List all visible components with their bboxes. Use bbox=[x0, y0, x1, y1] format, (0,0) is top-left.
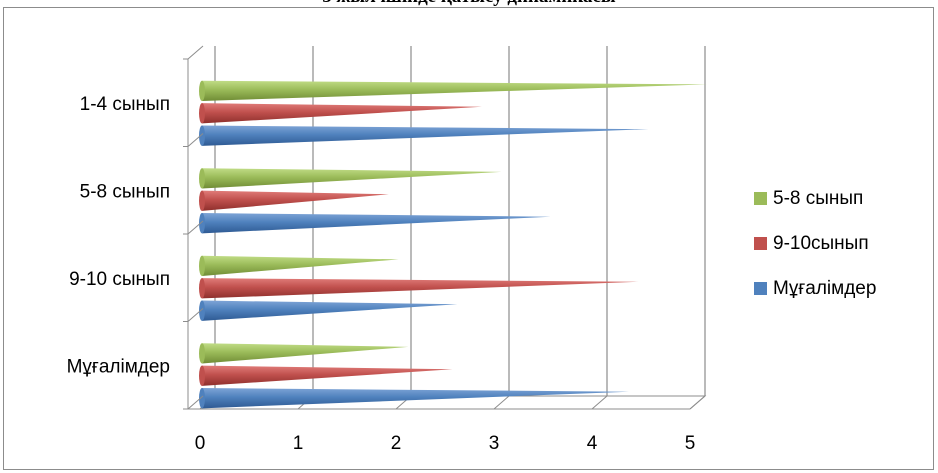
bar-9-10сынып-1-4-сынып bbox=[202, 103, 482, 124]
y-axis-tick-depth-1 bbox=[187, 308, 204, 322]
bar-9-10сынып-5-8-сынып bbox=[202, 190, 389, 211]
x-tick-label-1: 1 bbox=[293, 433, 304, 454]
bar-5-8-сынып-9-10-сынып bbox=[202, 255, 399, 277]
bar-base-5-8-сынып-5-8-сынып bbox=[199, 168, 205, 189]
chart-title: 5 жыл ішінде қатысу динамикасы bbox=[0, 0, 938, 8]
bar-base-5-8-сынып-1-4-сынып bbox=[199, 80, 205, 102]
category-label-мұғалімдер: Мұғалімдер bbox=[67, 356, 170, 377]
legend-label-мұғалімдер: Мұғалімдер bbox=[773, 278, 876, 299]
legend: 5-8 сынып 9-10сынып Мұғалімдер bbox=[754, 188, 876, 299]
bar-base-9-10сынып-1-4-сынып bbox=[199, 103, 205, 124]
bar-9-10сынып-мұғалімдер bbox=[202, 365, 453, 386]
bar-мұғалімдер-5-8-сынып bbox=[202, 213, 551, 234]
floor-gridline-3 bbox=[493, 395, 510, 410]
x-tick-label-0: 0 bbox=[195, 433, 206, 454]
y-axis-tick-depth-2 bbox=[187, 220, 204, 235]
y-axis-tick-depth-4 bbox=[187, 45, 204, 60]
floor-gridline-5 bbox=[689, 395, 706, 410]
bar-5-8-сынып-5-8-сынып bbox=[202, 168, 502, 189]
category-label-1-4-сынып: 1-4 сынып bbox=[80, 94, 170, 115]
x-tick-label-5: 5 bbox=[685, 433, 696, 454]
bar-base-мұғалімдер-1-4-сынып bbox=[199, 125, 205, 146]
bar-base-9-10сынып-мұғалімдер bbox=[199, 365, 205, 386]
bar-base-5-8-сынып-9-10-сынып bbox=[199, 255, 205, 277]
bar-мұғалімдер-9-10-сынып bbox=[202, 300, 458, 321]
bar-base-9-10сынып-5-8-сынып bbox=[199, 190, 205, 211]
legend-label-5-8-сынып: 5-8 сынып bbox=[773, 188, 863, 209]
floor-gridline-4 bbox=[591, 395, 608, 410]
y-axis-tick-depth-3 bbox=[187, 133, 204, 147]
bar-base-9-10сынып-9-10-сынып bbox=[199, 278, 205, 299]
bar-5-8-сынып-мұғалімдер bbox=[202, 343, 409, 364]
bar-base-мұғалімдер-мұғалімдер bbox=[199, 388, 205, 409]
category-label-9-10-сынып: 9-10 сынып bbox=[69, 269, 170, 290]
bar-5-8-сынып-1-4-сынып bbox=[202, 80, 708, 102]
legend-swatch-5-8-сынып bbox=[754, 192, 767, 205]
bar-base-мұғалімдер-9-10-сынып bbox=[199, 300, 205, 321]
bar-base-5-8-сынып-мұғалімдер bbox=[199, 343, 205, 364]
bar-9-10сынып-9-10-сынып bbox=[202, 278, 639, 299]
x-tick-label-4: 4 bbox=[587, 433, 598, 454]
bar-base-мұғалімдер-5-8-сынып bbox=[199, 213, 205, 234]
legend-swatch-9-10сынып bbox=[754, 237, 767, 250]
x-tick-label-3: 3 bbox=[489, 433, 500, 454]
bar-мұғалімдер-1-4-сынып bbox=[202, 125, 649, 146]
axes: 0 1 2 3 4 5 Мұғалімдер 9-10 сынып 5-8 сынып 1-4 с… bbox=[67, 45, 696, 454]
legend-swatch-мұғалімдер bbox=[754, 282, 767, 295]
x-tick-label-2: 2 bbox=[391, 433, 402, 454]
category-label-5-8-сынып: 5-8 сынып bbox=[80, 181, 170, 202]
legend-label-9-10сынып: 9-10сынып bbox=[773, 233, 869, 254]
bar-мұғалімдер-мұғалімдер bbox=[202, 388, 629, 409]
bars bbox=[199, 80, 708, 409]
y-axis-tick-depth-0 bbox=[187, 395, 204, 410]
